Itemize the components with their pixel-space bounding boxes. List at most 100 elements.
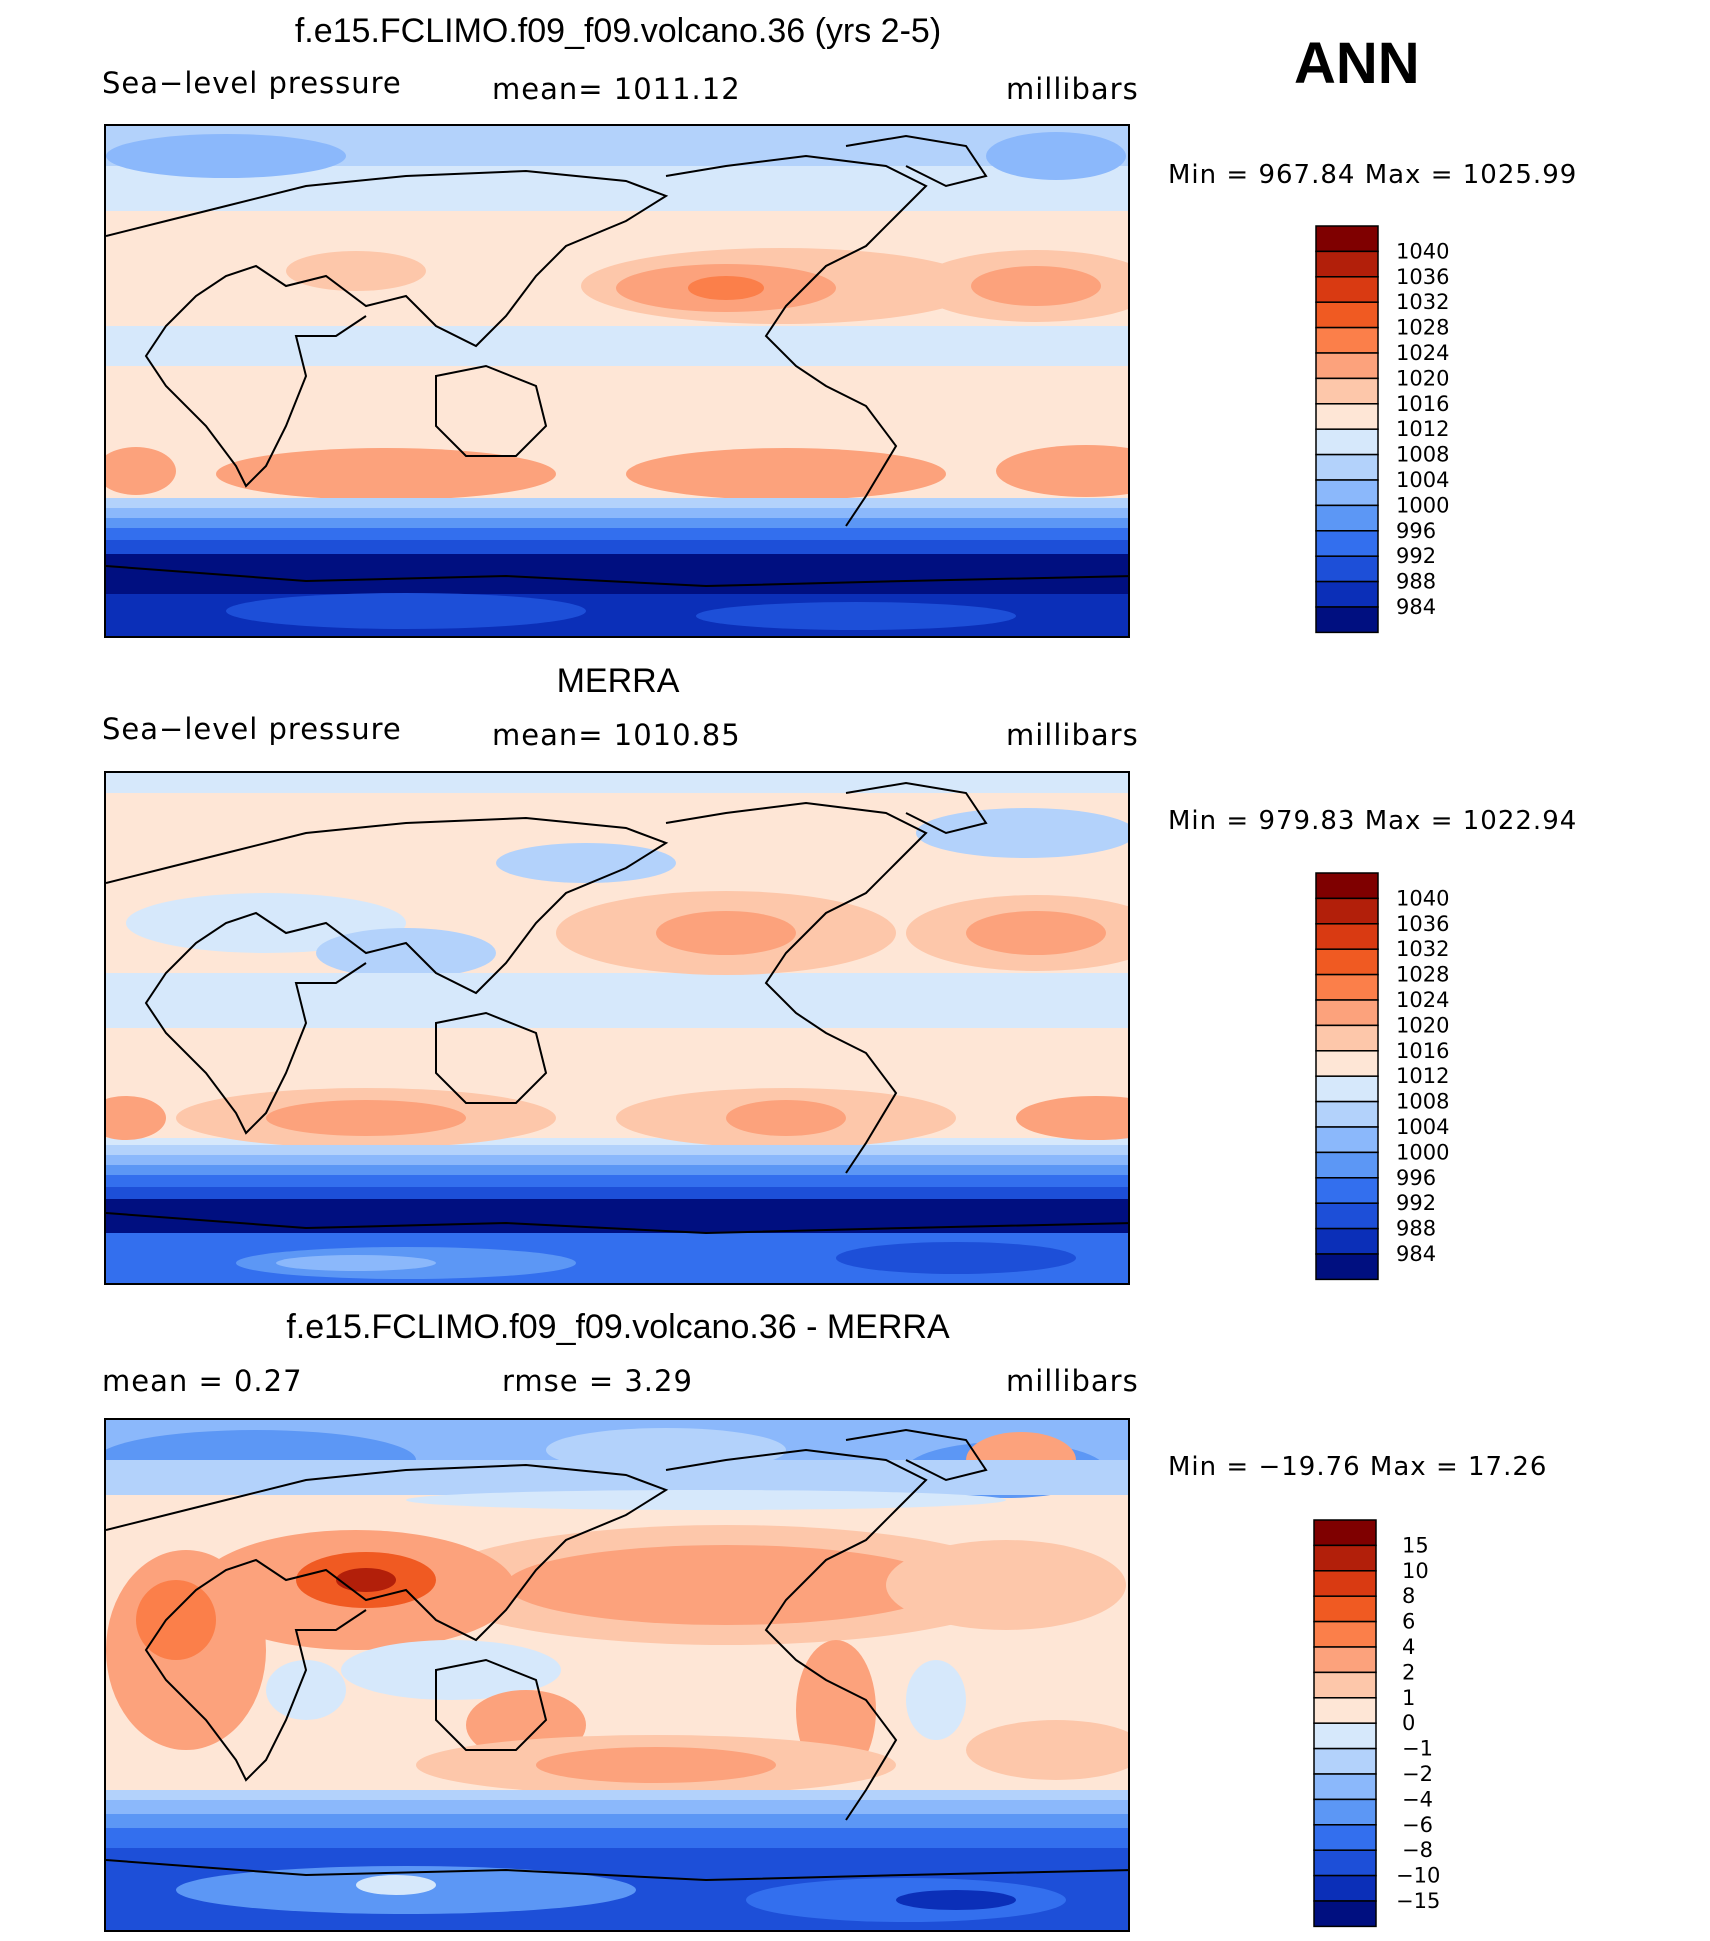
colorbar-swatch <box>1315 504 1379 532</box>
colorbar-swatch <box>1313 1519 1377 1547</box>
colorbar-swatch <box>1313 1849 1377 1877</box>
panel3-minmax: Min = −19.76 Max = 17.26 <box>1168 1452 1548 1482</box>
colorbar-swatch <box>1313 1773 1377 1801</box>
colorbar-swatch <box>1315 897 1379 925</box>
panel1-map <box>104 124 1130 638</box>
colorbar-tick-label: 4 <box>1402 1635 1415 1659</box>
season-label: ANN <box>1294 31 1420 96</box>
colorbar-tick-label: 1016 <box>1396 1039 1449 1063</box>
colorbar-tick-label: 1036 <box>1396 265 1449 289</box>
colorbar-tick-label: 1036 <box>1396 912 1449 936</box>
colorbar-swatch <box>1313 1722 1377 1750</box>
colorbar-swatch <box>1315 1227 1379 1255</box>
colorbar-swatch <box>1315 428 1379 456</box>
colorbar-tick-label: 1028 <box>1396 316 1449 340</box>
colorbar-tick-label: 15 <box>1402 1533 1429 1557</box>
panel1-left-label: Sea−level pressure <box>102 66 402 100</box>
colorbar-tick-label: −6 <box>1402 1813 1433 1837</box>
colorbar-tick-label: 2 <box>1402 1660 1415 1684</box>
panel1-colorbar: 1040103610321028102410201016101210081004… <box>1315 225 1449 634</box>
colorbar-tick-label: 8 <box>1402 1584 1415 1608</box>
colorbar-tick-label: 1032 <box>1396 290 1449 314</box>
colorbar-swatch <box>1315 1177 1379 1204</box>
colorbar-swatch <box>1313 1646 1377 1674</box>
colorbar-swatch <box>1315 301 1379 329</box>
colorbar-swatch <box>1313 1697 1377 1724</box>
colorbar-swatch <box>1315 276 1379 303</box>
colorbar-tick-label: 1040 <box>1396 239 1449 263</box>
colorbar-tick-label: −10 <box>1396 1864 1440 1888</box>
colorbar-swatch <box>1315 352 1379 380</box>
colorbar-tick-label: 1000 <box>1396 493 1449 517</box>
colorbar-tick-label: 1008 <box>1396 1090 1449 1114</box>
colorbar-tick-label: 988 <box>1396 570 1436 594</box>
colorbar-tick-label: 1028 <box>1396 963 1449 987</box>
colorbar-swatch <box>1315 326 1379 354</box>
colorbar-swatch <box>1313 1620 1377 1648</box>
colorbar-tick-label: 1012 <box>1396 1064 1449 1088</box>
colorbar-tick-label: −15 <box>1396 1889 1440 1913</box>
panel1-minmax: Min = 967.84 Max = 1025.99 <box>1168 160 1578 190</box>
colorbar-swatch <box>1313 1798 1377 1826</box>
colorbar-swatch <box>1315 1024 1379 1052</box>
colorbar-swatch <box>1315 1202 1379 1230</box>
colorbar-swatch <box>1313 1671 1377 1699</box>
panel3-right-label: millibars <box>1006 1364 1139 1398</box>
colorbar-swatch <box>1315 999 1379 1027</box>
colorbar-swatch <box>1315 1075 1379 1103</box>
colorbar-tick-label: −8 <box>1402 1838 1433 1862</box>
panel2-map <box>104 771 1130 1285</box>
colorbar-tick-label: 984 <box>1396 595 1436 619</box>
panel1-right-label: millibars <box>1006 72 1139 106</box>
colorbar-tick-label: 996 <box>1396 1166 1436 1190</box>
colorbar-swatch <box>1315 403 1379 430</box>
colorbar-tick-label: −1 <box>1402 1737 1433 1761</box>
colorbar-swatch <box>1315 606 1379 634</box>
colorbar-swatch <box>1315 923 1379 950</box>
colorbar-tick-label: 1000 <box>1396 1140 1449 1164</box>
colorbar-tick-label: 1004 <box>1396 1115 1449 1139</box>
colorbar-swatch <box>1313 1900 1377 1928</box>
panel1-title: f.e15.FCLIMO.f09_f09.volcano.36 (yrs 2-5… <box>294 12 942 50</box>
colorbar-swatch <box>1313 1874 1377 1902</box>
colorbar-tick-label: 1016 <box>1396 392 1449 416</box>
panel2-minmax: Min = 979.83 Max = 1022.94 <box>1168 806 1578 836</box>
panel3-left-label: mean = 0.27 <box>102 1364 303 1398</box>
colorbar-swatch <box>1315 948 1379 976</box>
colorbar-tick-label: −4 <box>1402 1787 1433 1811</box>
colorbar-tick-label: 988 <box>1396 1217 1436 1241</box>
panel2-center-label: mean= 1010.85 <box>492 718 741 752</box>
colorbar-swatch <box>1315 479 1379 507</box>
colorbar-swatch <box>1313 1747 1377 1775</box>
colorbar-swatch <box>1315 580 1379 608</box>
colorbar-tick-label: 10 <box>1402 1559 1429 1583</box>
colorbar-tick-label: 1012 <box>1396 417 1449 441</box>
colorbar-swatch <box>1315 1253 1379 1281</box>
colorbar-tick-label: 996 <box>1396 519 1436 543</box>
panel1-center-label: mean= 1011.12 <box>492 72 741 106</box>
colorbar-tick-label: 1032 <box>1396 937 1449 961</box>
panel2-right-label: millibars <box>1006 718 1139 752</box>
panel2-title: MERRA <box>556 662 680 700</box>
colorbar-tick-label: 992 <box>1396 1191 1436 1215</box>
colorbar-swatch <box>1315 555 1379 583</box>
panel2-left-label: Sea−level pressure <box>102 712 402 746</box>
colorbar-swatch <box>1315 1126 1379 1154</box>
colorbar-tick-label: 1020 <box>1396 366 1449 390</box>
colorbar-tick-label: 992 <box>1396 544 1436 568</box>
panel2-colorbar: 1040103610321028102410201016101210081004… <box>1315 872 1449 1281</box>
colorbar-swatch <box>1315 872 1379 900</box>
colorbar-swatch <box>1313 1824 1377 1851</box>
colorbar-tick-label: 1008 <box>1396 443 1449 467</box>
colorbar-swatch <box>1315 973 1379 1001</box>
panel3-title: f.e15.FCLIMO.f09_f09.volcano.36 - MERRA <box>286 1308 950 1346</box>
colorbar-swatch <box>1315 1100 1379 1128</box>
colorbar-swatch <box>1315 1050 1379 1077</box>
colorbar-swatch <box>1313 1595 1377 1623</box>
colorbar-tick-label: 984 <box>1396 1242 1436 1266</box>
colorbar-tick-label: 1040 <box>1396 886 1449 910</box>
colorbar-swatch <box>1315 530 1379 557</box>
colorbar-swatch <box>1315 225 1379 253</box>
panel3-map <box>104 1418 1130 1932</box>
